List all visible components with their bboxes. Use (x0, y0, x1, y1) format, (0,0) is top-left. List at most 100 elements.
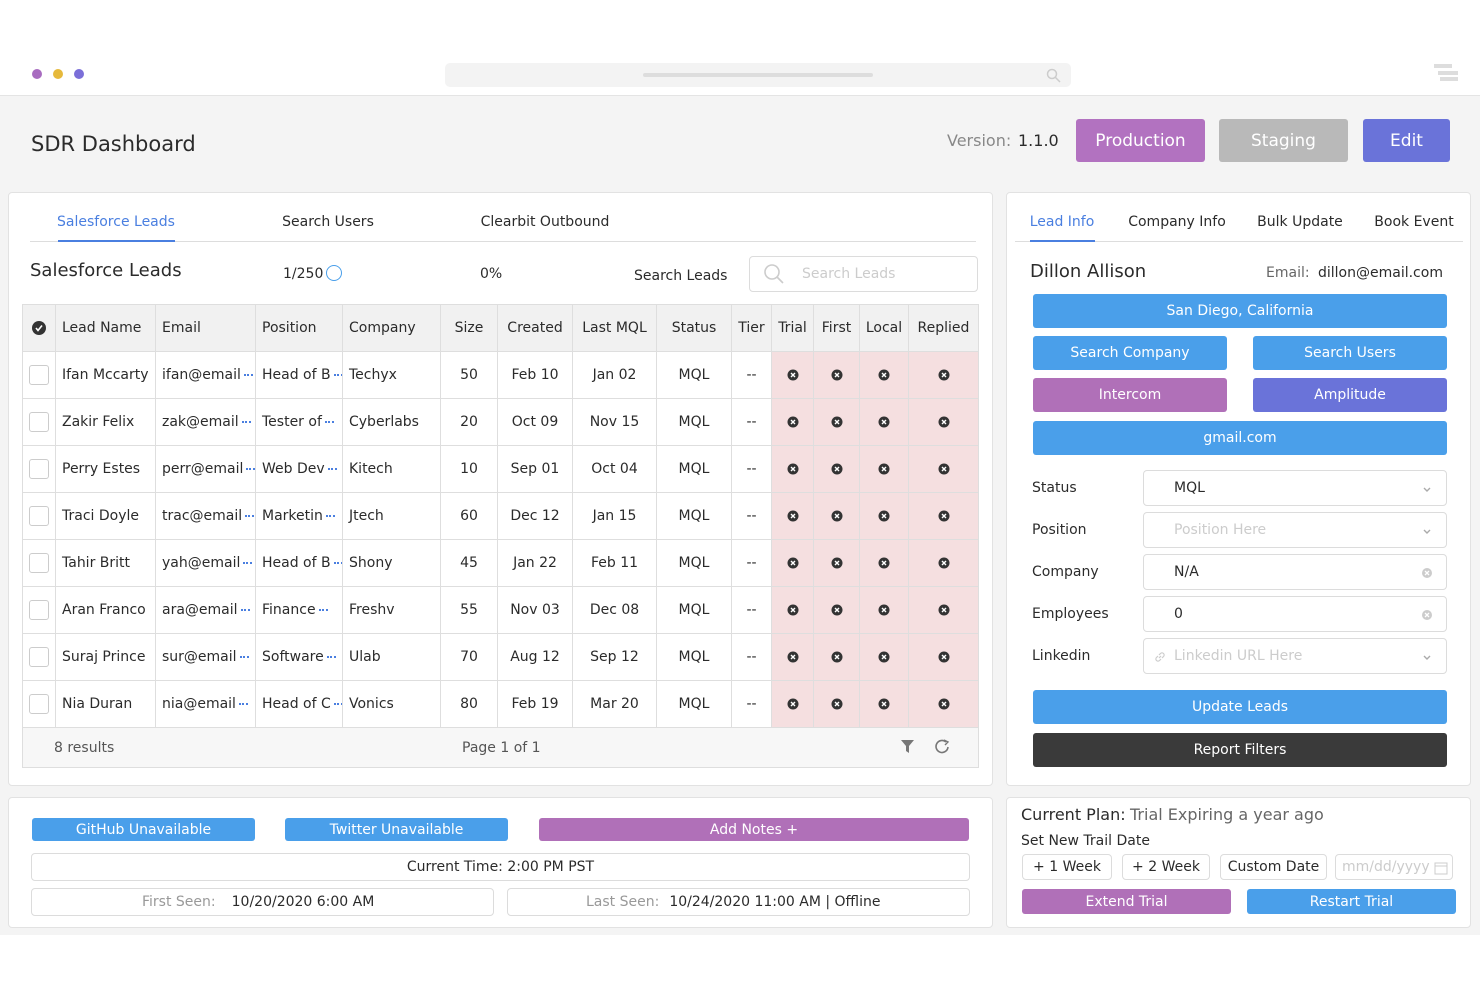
column-header[interactable]: Tier (731, 304, 772, 352)
date-input[interactable]: mm/dd/yyyy (1335, 854, 1453, 880)
cell-text: yah@email (162, 555, 241, 571)
row-checkbox[interactable] (29, 459, 49, 479)
lead-row: Ifan Mccarty ifan@email Head of B Techyx 50 F… (22, 351, 979, 399)
field-input[interactable]: N/A (1143, 554, 1447, 590)
x-icon (831, 557, 842, 569)
status-icon-cell (859, 445, 909, 493)
trial-option[interactable]: + 2 Week (1122, 854, 1210, 880)
help-icon[interactable] (326, 265, 342, 281)
tab-underline (1030, 240, 1095, 242)
column-header[interactable]: Position (255, 304, 343, 352)
amplitude-button[interactable]: Amplitude (1253, 378, 1447, 412)
tab[interactable]: Search Users (282, 214, 374, 230)
row-checkbox[interactable] (29, 600, 49, 620)
report-filters-button[interactable]: Report Filters (1033, 733, 1447, 767)
x-icon (787, 557, 798, 569)
truncate-dots (238, 703, 248, 705)
cell: -- (731, 492, 772, 540)
location-button[interactable]: San Diego, California (1033, 294, 1447, 328)
truncate-dots (318, 609, 328, 611)
status-icon-cell (859, 492, 909, 540)
cell: -- (731, 445, 772, 493)
x-icon (878, 557, 890, 569)
column-header[interactable]: Size (440, 304, 498, 352)
page-title: SDR Dashboard (31, 132, 196, 156)
domain-button[interactable]: gmail.com (1033, 421, 1447, 455)
current-time-box: Current Time: 2:00 PM PST (31, 853, 970, 881)
tab[interactable]: Lead Info (1029, 214, 1095, 230)
row-checkbox[interactable] (29, 694, 49, 714)
address-bar[interactable] (445, 63, 1071, 87)
column-header[interactable]: Local (859, 304, 909, 352)
truncate-dots (243, 374, 253, 376)
search-users-button[interactable]: Search Users (1253, 336, 1447, 370)
column-header[interactable]: Created (497, 304, 573, 352)
search-input[interactable]: Search Leads (749, 256, 978, 292)
intercom-button[interactable]: Intercom (1033, 378, 1227, 412)
first-seen-box: First Seen: 10/20/2020 6:00 AM (31, 888, 494, 916)
menu-icon[interactable] (1434, 62, 1460, 82)
restart-trial-button[interactable]: Restart Trial (1247, 889, 1456, 914)
row-checkbox[interactable] (29, 365, 49, 385)
column-header[interactable]: Email (155, 304, 256, 352)
cell: MQL (656, 633, 732, 681)
cell: Feb 10 (497, 351, 573, 399)
header-button[interactable]: Production (1076, 119, 1205, 162)
column-header[interactable]: Lead Name (55, 304, 156, 352)
column-header[interactable]: Replied (908, 304, 979, 352)
column-header[interactable]: Last MQL (572, 304, 657, 352)
extend-trial-button[interactable]: Extend Trial (1022, 889, 1231, 914)
cell-text: Sep 01 (510, 461, 560, 477)
status-icon-cell (908, 398, 979, 446)
column-header[interactable]: Company (342, 304, 441, 352)
cell: perr@email (155, 445, 256, 493)
field-input[interactable]: MQL (1143, 470, 1447, 506)
x-icon (878, 651, 890, 663)
github-button[interactable]: GitHub Unavailable (32, 818, 255, 841)
cell: Perry Estes (55, 445, 156, 493)
header-button[interactable]: Edit (1363, 119, 1450, 162)
cell-text: MQL (678, 414, 710, 430)
column-header[interactable]: Trial (771, 304, 814, 352)
x-icon (787, 698, 798, 710)
trial-option[interactable]: + 1 Week (1022, 854, 1112, 880)
cell: Techyx (342, 351, 441, 399)
header-button[interactable]: Staging (1219, 119, 1348, 162)
table-tools[interactable] (900, 739, 960, 755)
tab[interactable]: Clearbit Outbound (480, 214, 610, 230)
field-input[interactable]: Linkedin URL Here (1143, 638, 1447, 674)
search-company-button[interactable]: Search Company (1033, 336, 1227, 370)
row-checkbox[interactable] (29, 412, 49, 432)
column-header[interactable]: First (813, 304, 860, 352)
tab-underline (58, 240, 175, 242)
lead-row: Zakir Felix zak@email Tester of Cyberlabs 20… (22, 398, 979, 446)
status-icon-cell (771, 445, 814, 493)
cell: Marketin (255, 492, 343, 540)
x-icon (938, 369, 949, 381)
tab[interactable]: Book Event (1374, 214, 1454, 230)
field-input[interactable]: 0 (1143, 596, 1447, 632)
tab[interactable]: Company Info (1128, 214, 1226, 230)
cell: -- (731, 539, 772, 587)
twitter-button[interactable]: Twitter Unavailable (285, 818, 508, 841)
update-leads-button[interactable]: Update Leads (1033, 690, 1447, 724)
row-checkbox[interactable] (29, 506, 49, 526)
column-header[interactable]: Status (656, 304, 732, 352)
field-input[interactable]: Position Here (1143, 512, 1447, 548)
cell-text: Head of B (262, 555, 331, 571)
select-all[interactable] (22, 304, 56, 352)
row-checkbox[interactable] (29, 553, 49, 573)
cell-text: ara@email (162, 602, 238, 618)
status-icon-cell (771, 351, 814, 399)
cell-text: MQL (678, 602, 710, 618)
field-placeholder: Position Here (1174, 522, 1267, 538)
tab[interactable]: Salesforce Leads (57, 214, 175, 230)
truncate-dots (333, 562, 342, 564)
row-checkbox[interactable] (29, 647, 49, 667)
trial-option[interactable]: Custom Date (1220, 854, 1327, 880)
tab[interactable]: Bulk Update (1257, 214, 1343, 230)
add-notes-button[interactable]: Add Notes + (539, 818, 969, 841)
x-icon (787, 369, 798, 381)
cell: Ifan Mccarty (55, 351, 156, 399)
